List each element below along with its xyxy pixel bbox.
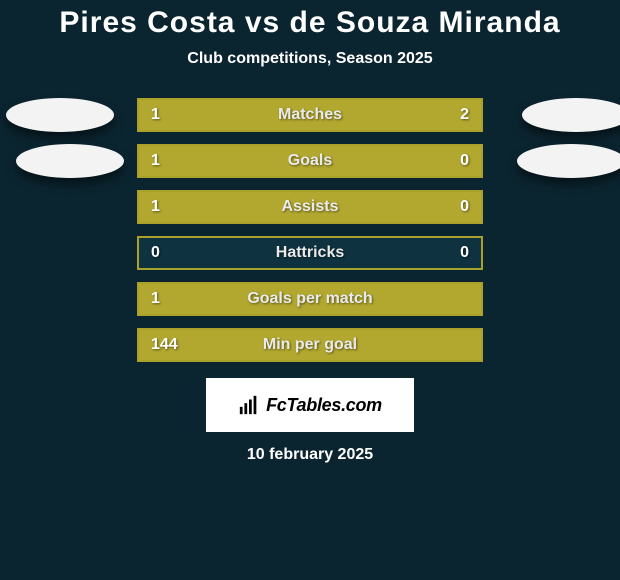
stat-value-left: 1 (151, 198, 160, 216)
page-title: Pires Costa vs de Souza Miranda (59, 6, 560, 40)
stat-value-right: 0 (460, 152, 469, 170)
page-subtitle: Club competitions, Season 2025 (187, 50, 432, 68)
stat-value-left: 1 (151, 152, 160, 170)
stat-value-left: 144 (151, 336, 178, 354)
avatar-right-bottom (517, 144, 620, 178)
stat-label: Matches (278, 106, 342, 124)
stat-row: 144 Min per goal (137, 328, 483, 362)
stat-row: 0 Hattricks 0 (137, 236, 483, 270)
stat-rows: 1 Matches 2 1 Goals 0 1 Assists 0 0 Hattricks 0 1 Goa… (137, 98, 483, 362)
stat-label: Goals (288, 152, 332, 170)
avatar-right-top (522, 98, 620, 132)
stat-row: 1 Assists 0 (137, 190, 483, 224)
stat-bar-right (430, 146, 481, 176)
stat-label: Hattricks (276, 244, 344, 262)
stat-value-left: 0 (151, 244, 160, 262)
stat-label: Min per goal (263, 336, 357, 354)
chart-icon (238, 394, 260, 416)
stat-row: 1 Goals per match (137, 282, 483, 316)
stat-label: Assists (282, 198, 339, 216)
stat-bar-right (430, 192, 481, 222)
stat-value-left: 1 (151, 290, 160, 308)
stat-value-right: 0 (460, 198, 469, 216)
brand-label: FcTables.com (266, 395, 382, 416)
stat-row: 1 Matches 2 (137, 98, 483, 132)
stat-value-right: 2 (460, 106, 469, 124)
stats-area: 1 Matches 2 1 Goals 0 1 Assists 0 0 Hattricks 0 1 Goa… (0, 98, 620, 362)
stat-value-right: 0 (460, 244, 469, 262)
stat-label: Goals per match (247, 290, 372, 308)
stat-bar-left (139, 146, 430, 176)
avatar-left-top (6, 98, 114, 132)
date-label: 10 february 2025 (247, 446, 373, 464)
comparison-card: Pires Costa vs de Souza Miranda Club com… (0, 0, 620, 580)
stat-row: 1 Goals 0 (137, 144, 483, 178)
brand-box[interactable]: FcTables.com (206, 378, 414, 432)
stat-value-left: 1 (151, 106, 160, 124)
avatar-left-bottom (16, 144, 124, 178)
